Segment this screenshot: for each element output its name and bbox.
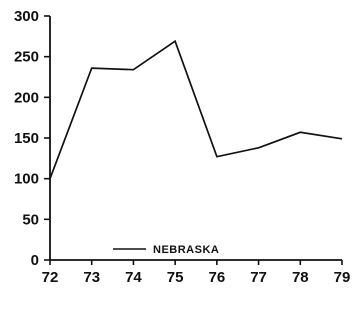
y-tick-label: 250 xyxy=(14,49,39,66)
x-tick-label: 73 xyxy=(83,269,100,286)
x-tick-label: 75 xyxy=(167,269,184,286)
legend-label-nebraska: NEBRASKA xyxy=(153,244,219,256)
y-tick-label: 300 xyxy=(14,8,39,25)
x-axis-ticks: 72 73 74 75 76 77 78 79 xyxy=(42,260,351,286)
y-tick-label: 100 xyxy=(14,171,39,188)
axes xyxy=(49,16,342,261)
x-tick-label: 72 xyxy=(42,269,59,286)
series-lines xyxy=(49,39,343,179)
y-tick-label: 0 xyxy=(31,252,39,269)
y-axis-ticks: 0 50 100 150 200 250 300 xyxy=(14,8,50,269)
x-tick-label: 79 xyxy=(334,269,351,286)
x-tick-label: 76 xyxy=(209,269,226,286)
series-line-nebraska xyxy=(49,39,343,179)
legend: NEBRASKA xyxy=(113,244,219,256)
y-tick-label: 200 xyxy=(14,89,39,106)
y-tick-label: 50 xyxy=(22,211,39,228)
x-tick-label: 78 xyxy=(292,269,309,286)
x-tick-label: 77 xyxy=(250,269,267,286)
y-tick-label: 150 xyxy=(14,130,39,147)
x-tick-label: 74 xyxy=(125,269,142,286)
